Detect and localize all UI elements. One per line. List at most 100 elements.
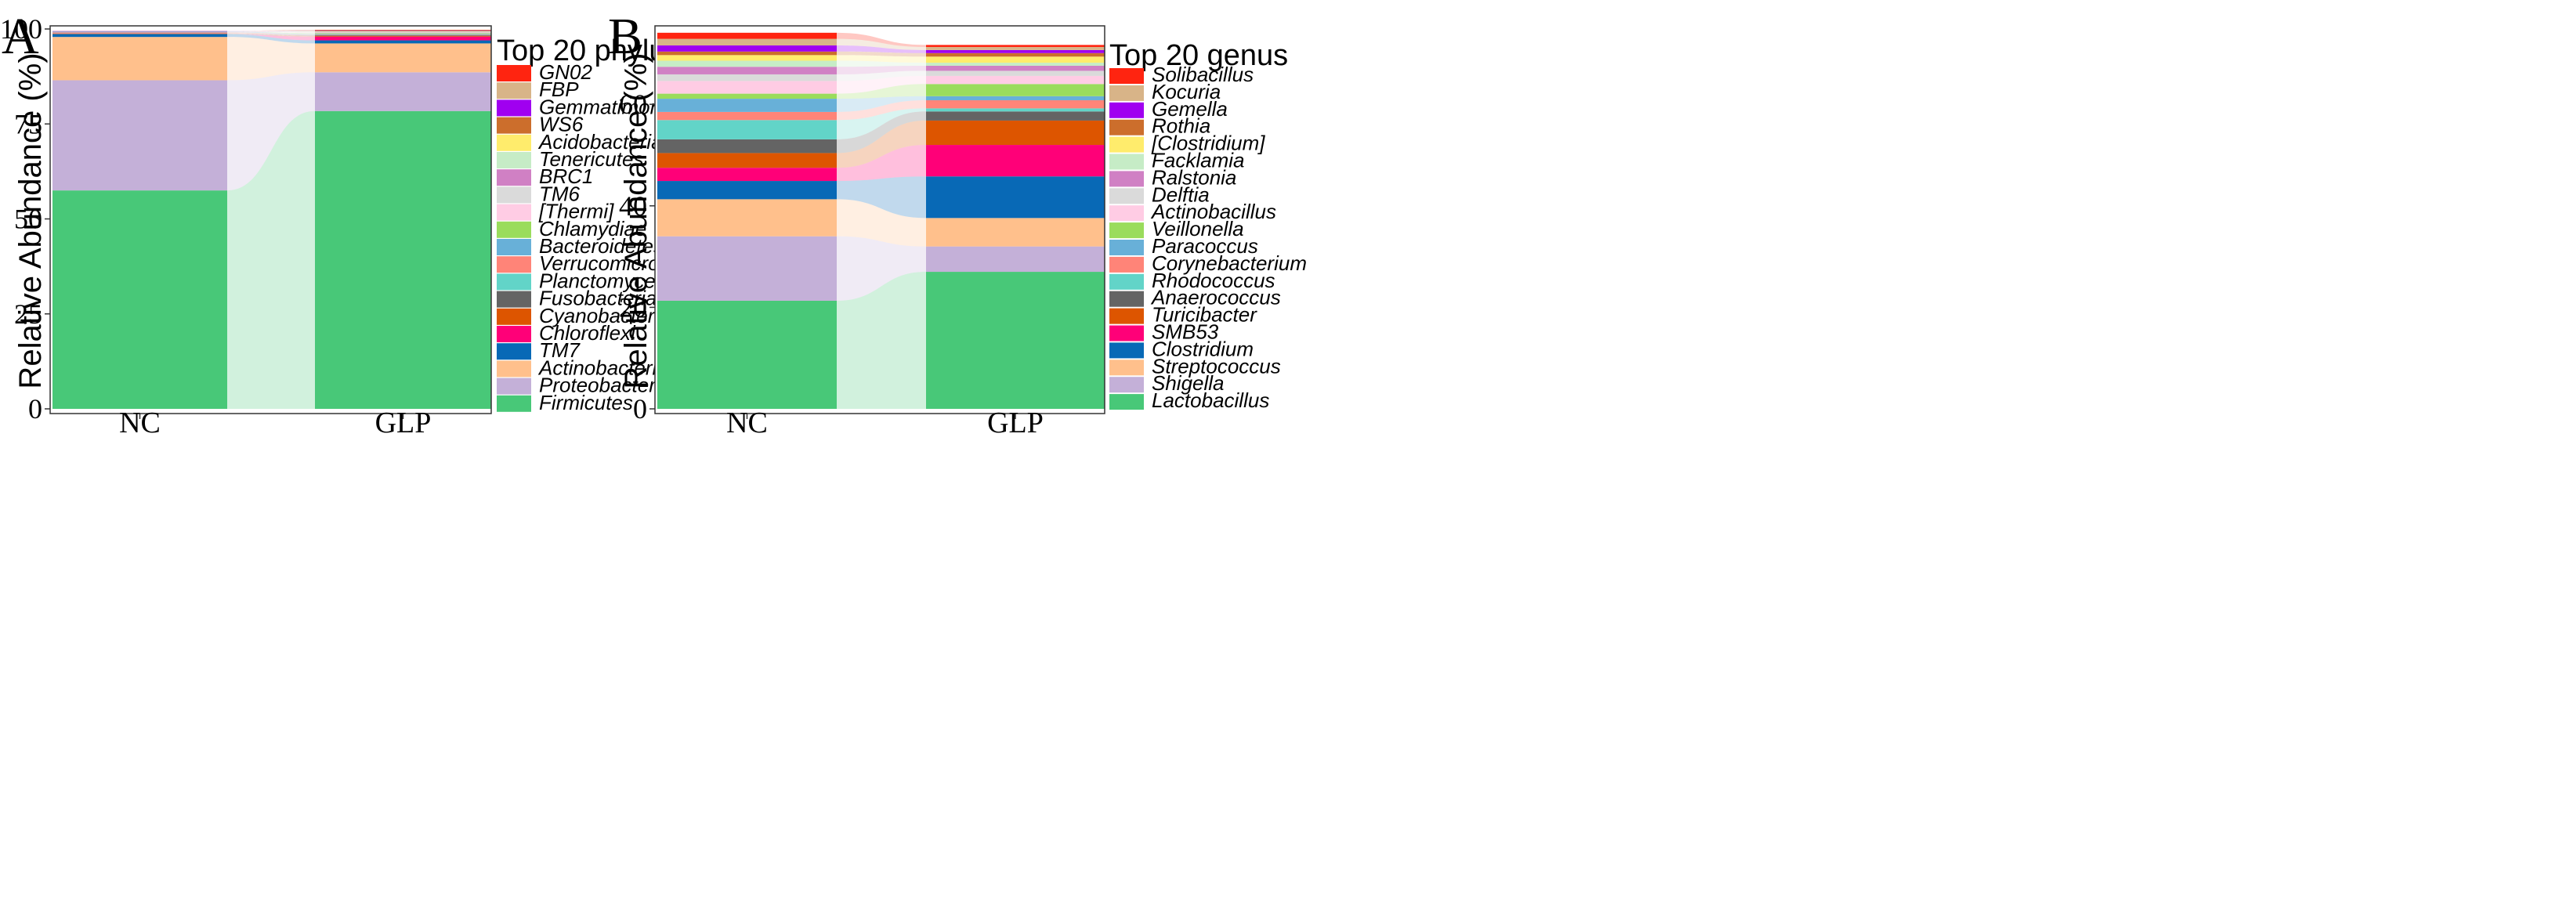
flow-proteobacteria (227, 72, 315, 191)
bar-segment-glp-clostridium (926, 56, 1105, 63)
bar-segment-nc-rothia (657, 51, 837, 56)
legend-swatch-fbp (497, 82, 531, 99)
legend-label-veillonella: Veillonella (1152, 217, 1244, 240)
y-tick-label-60: 60 (619, 89, 647, 120)
legend-label-ws6: WS6 (539, 113, 584, 136)
legend-swatch-rhodococcus (1109, 273, 1144, 290)
y-axis-label-b: Relative Abundance (%) (619, 52, 653, 388)
legend-label-firmicutes: Firmicutes (539, 391, 633, 414)
flow-tm7 (227, 34, 315, 44)
flow-clostridium (837, 55, 926, 63)
bar-segment-nc-clostridium (657, 55, 837, 61)
bar-segment-glp-gemella (926, 49, 1105, 53)
legend-label-turicibacter: Turicibacter (1152, 303, 1257, 327)
y-tick-label-0: 0 (633, 393, 647, 425)
flow-fusobacteria (227, 33, 315, 36)
bar-segment-glp-paracoccus (926, 96, 1105, 101)
flow-ralstonia (837, 65, 926, 74)
flow-anaerococcus (837, 111, 926, 154)
bar-segment-glp-turicibacter (926, 120, 1105, 146)
bar-segment-glp-cyanobacteria (315, 35, 491, 37)
legend-label-actinobacillus: Actinobacillus (1150, 200, 1276, 223)
bar-segment-glp-fbp (315, 30, 491, 31)
legend-label-gn02: GN02 (539, 60, 592, 84)
bar-segment-glp-rhodococcus (926, 108, 1105, 112)
legend-swatch-bacteroidetes (497, 239, 531, 255)
y-tick-label-40: 40 (619, 190, 647, 222)
bar-segment-glp-facklamia (926, 63, 1105, 66)
bar-segment-nc-proteobacteria (52, 80, 227, 191)
bar-segment-glp-shigella (926, 246, 1105, 273)
bar-segment-nc-rhodococcus (657, 120, 837, 139)
legend-label-shigella: Shigella (1152, 371, 1225, 395)
legend-label-corynebacterium: Corynebacterium (1152, 251, 1307, 275)
flow-clostridium (837, 176, 926, 219)
bar-segment-glp-gn02 (315, 29, 491, 31)
legend-label-delftia: Delftia (1152, 182, 1210, 206)
bar-segment-nc-firmicutes (52, 190, 227, 409)
flow-verrucomicrobia (227, 32, 315, 35)
flow-veillonella (837, 84, 926, 99)
legend-label-tenericutes: Tenericutes (539, 147, 643, 171)
legend-label-chloroflexi: Chloroflexi (539, 321, 636, 345)
bar-segment-glp-corynebacterium (926, 100, 1105, 109)
legend-swatch-anaerococcus (1109, 291, 1144, 307)
legend-swatch-solibacillus (1109, 68, 1144, 84)
y-tick-label-75: 75 (14, 108, 42, 139)
flow-solibacillus (837, 32, 926, 47)
legend-swatch-proteobacteria (497, 378, 531, 395)
flow-facklamia (837, 60, 926, 67)
bar-segment-nc-kocuria (657, 38, 837, 46)
y-tick-label-50: 50 (14, 204, 42, 235)
legend-swatch-actinobacillus (1109, 205, 1144, 222)
flow-lactobacillus (837, 272, 926, 409)
legend-swatch-chloroflexi (497, 326, 531, 342)
bar-segment-glp-kocuria (926, 46, 1105, 50)
bar-segment-glp-fusobacteria (315, 34, 491, 36)
legend-swatch-tenericutes (497, 152, 531, 168)
bar-segment-glp-actinobacteria (315, 43, 491, 73)
legend-swatch-fusobacteria (497, 291, 531, 308)
legend-label-fbp: FBP (539, 78, 579, 101)
x-tick-label-nc: NC (726, 407, 768, 439)
bar-segment-glp-solibacillus (926, 45, 1105, 47)
flow-chlamydiae (227, 31, 315, 34)
flow-rhodococcus (837, 108, 926, 139)
legend-swatch-turicibacter (1109, 308, 1144, 324)
legend-swatch-thermi (497, 204, 531, 221)
flow-delftia (837, 70, 926, 81)
bar-segment-glp-rothia (926, 52, 1105, 57)
legend-label-lactobacillus: Lactobacillus (1152, 388, 1269, 412)
bar-segment-nc-delftia (657, 74, 837, 81)
bar-segment-nc-tm7 (52, 34, 227, 38)
legend-swatch-ralstonia (1109, 171, 1144, 187)
legend-swatch-firmicutes (497, 395, 531, 412)
legend-swatch-acidobacteria (497, 134, 531, 151)
bar-segment-glp-firmicutes (315, 110, 491, 409)
legend-label-actinobacteria: Actinobacteria (537, 356, 668, 379)
legend-label-rhodococcus: Rhodococcus (1152, 269, 1275, 292)
flow-brc1 (227, 31, 315, 33)
legend-swatch-actinobacteria (497, 360, 531, 378)
legend-swatch-cyanobacteria (497, 308, 531, 325)
flow-shigella (837, 236, 926, 301)
plot-frame (654, 25, 1105, 414)
flow-kocuria (837, 38, 926, 50)
flow-corynebacterium (837, 100, 926, 121)
bar-segment-nc-anaerococcus (657, 139, 837, 154)
bar-segment-nc-lactobacillus (657, 300, 837, 409)
bar-segment-nc-streptococcus (657, 199, 837, 237)
bar-segment-nc-gemella (657, 45, 837, 52)
legend-swatch-tm6 (497, 186, 531, 204)
flow-thermi (227, 31, 315, 34)
legend-swatch-shigella (1109, 377, 1144, 393)
legend-label-paracoccus: Paracoccus (1152, 234, 1258, 258)
bar-segment-glp-brc1 (315, 31, 491, 33)
flow-rothia (837, 51, 926, 57)
flow-smb53 (837, 145, 926, 182)
flow-gemella (837, 45, 926, 53)
y-tick-label-20: 20 (619, 291, 647, 323)
legend-swatch-ws6 (497, 117, 531, 134)
legend-swatch-facklamia (1109, 154, 1144, 170)
